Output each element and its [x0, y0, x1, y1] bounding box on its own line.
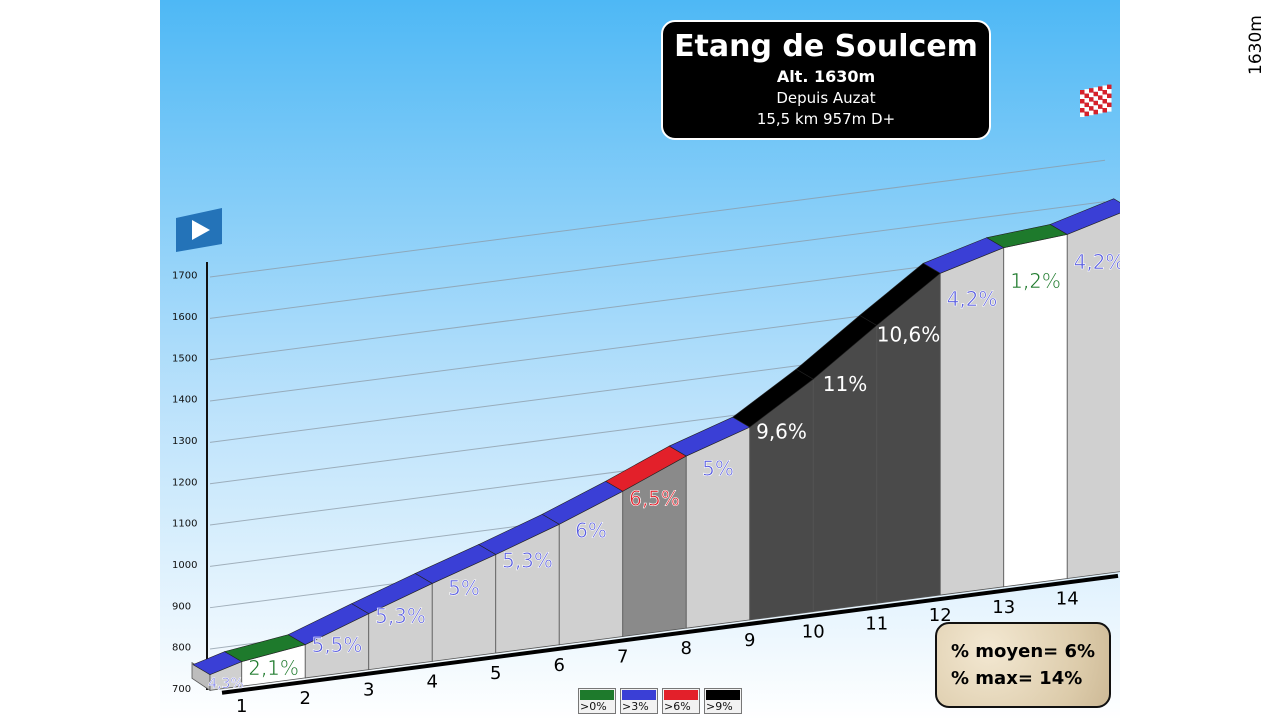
x-tick-label: 11 — [865, 613, 888, 634]
legend-label: >3% — [622, 700, 649, 713]
grade-label-km-3: 5,5% — [312, 633, 363, 657]
x-tick-label: 1 — [236, 696, 247, 717]
y-tick-label: 1200 — [172, 477, 197, 488]
summit-flag-icon — [1080, 84, 1112, 117]
legend-label: >6% — [664, 700, 691, 713]
legend-item-green: >0% — [578, 688, 616, 714]
x-tick-label: 8 — [681, 638, 692, 659]
title-box: Etang de Soulcem Alt. 1630m Depuis Auzat… — [661, 20, 991, 140]
legend-item-blue: >3% — [620, 688, 658, 714]
profile-chart-panel: 4,3% 2,1% 5,5% 5,3% 5% 5,3% 6% 6,5% 5% 9,6% 11% 10,… — [160, 0, 1266, 720]
y-tick-label: 1000 — [172, 560, 197, 571]
x-tick-label: 12 — [929, 605, 952, 626]
legend-swatch-blue — [622, 690, 656, 700]
grade-label-km-4: 5,3% — [375, 604, 426, 628]
x-tick-label: 13 — [992, 597, 1015, 618]
y-tick-label: 1100 — [172, 519, 197, 530]
x-tick-label: 15 — [1119, 580, 1120, 601]
grade-label-km-9: 5% — [702, 456, 734, 480]
summit-altitude-label: 1630m — [1246, 15, 1266, 75]
climb-start: Depuis Auzat — [776, 89, 876, 107]
grade-label-km-1: 4,3% — [208, 676, 244, 692]
legend-item-black: >9% — [704, 688, 742, 714]
y-tick-label: 1600 — [172, 312, 197, 323]
gridline — [209, 201, 1106, 319]
x-tick-label: 5 — [490, 663, 501, 684]
grade-label-km-2: 2,1% — [248, 656, 299, 680]
x-tick-label: 10 — [802, 622, 825, 643]
legend-label: >9% — [706, 700, 733, 713]
grade-label-km-8: 6,5% — [629, 486, 680, 510]
y-tick-label: 800 — [172, 643, 191, 654]
legend-swatch-black — [706, 690, 740, 700]
x-tick-label: 2 — [300, 688, 311, 709]
stats-box: % moyen= 6% % max= 14% — [935, 622, 1111, 708]
climb-summary: 15,5 km 957m D+ — [756, 110, 896, 128]
legend-swatch-green — [580, 690, 614, 700]
grade-label-km-12: 10,6% — [877, 323, 941, 347]
y-tick-label: 700 — [172, 684, 191, 695]
x-tick-label: 3 — [363, 680, 374, 701]
grade-label-km-13: 4,2% — [947, 287, 998, 311]
x-tick-label: 7 — [617, 646, 628, 667]
y-tick-label: 1400 — [172, 395, 197, 406]
legend-label: >0% — [580, 700, 607, 713]
profile-wall-km-15 — [1066, 212, 1120, 579]
x-axis-baseline — [221, 573, 1119, 695]
y-tick-label: 1700 — [172, 271, 197, 282]
grade-label-km-14: 1,2% — [1010, 269, 1061, 293]
profile-top-km-15 — [1049, 198, 1120, 235]
average-grade: % moyen= 6% — [951, 641, 1096, 662]
y-tick-label: 900 — [172, 601, 191, 612]
x-tick-label: 4 — [427, 671, 438, 692]
climb-title: Etang de Soulcem — [674, 29, 978, 64]
start-play-icon — [176, 208, 222, 252]
gridline — [209, 159, 1106, 278]
grade-label-km-6: 5,3% — [502, 548, 553, 572]
legend-item-red: >6% — [662, 688, 700, 714]
grade-label-km-10: 9,6% — [756, 420, 807, 444]
grade-label-km-11: 11% — [823, 372, 867, 396]
grade-legend: >0% >3% >6% >9% — [578, 688, 742, 714]
grade-label-km-7: 6% — [575, 518, 607, 542]
x-tick-label: 9 — [744, 630, 755, 651]
y-tick-label: 1300 — [172, 436, 197, 447]
x-tick-label: 6 — [554, 655, 565, 676]
x-tick-label: 14 — [1056, 588, 1079, 609]
y-tick-label: 1500 — [172, 353, 197, 364]
grade-label-km-5: 5% — [448, 576, 480, 600]
grade-label-km-15: 4,2% — [1074, 250, 1120, 274]
climb-altitude: Alt. 1630m — [776, 67, 876, 86]
max-grade: % max= 14% — [951, 668, 1083, 689]
legend-swatch-red — [664, 690, 698, 700]
